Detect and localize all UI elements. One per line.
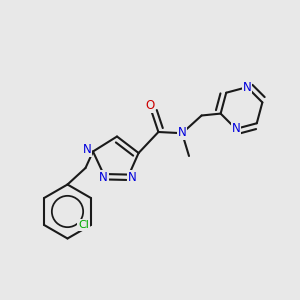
Text: N: N	[99, 171, 108, 184]
Text: N: N	[178, 126, 187, 139]
Text: N: N	[82, 143, 91, 156]
Text: N: N	[128, 171, 137, 184]
Text: N: N	[243, 81, 251, 94]
Text: O: O	[145, 99, 154, 112]
Text: N: N	[232, 122, 240, 135]
Text: Cl: Cl	[78, 220, 89, 230]
